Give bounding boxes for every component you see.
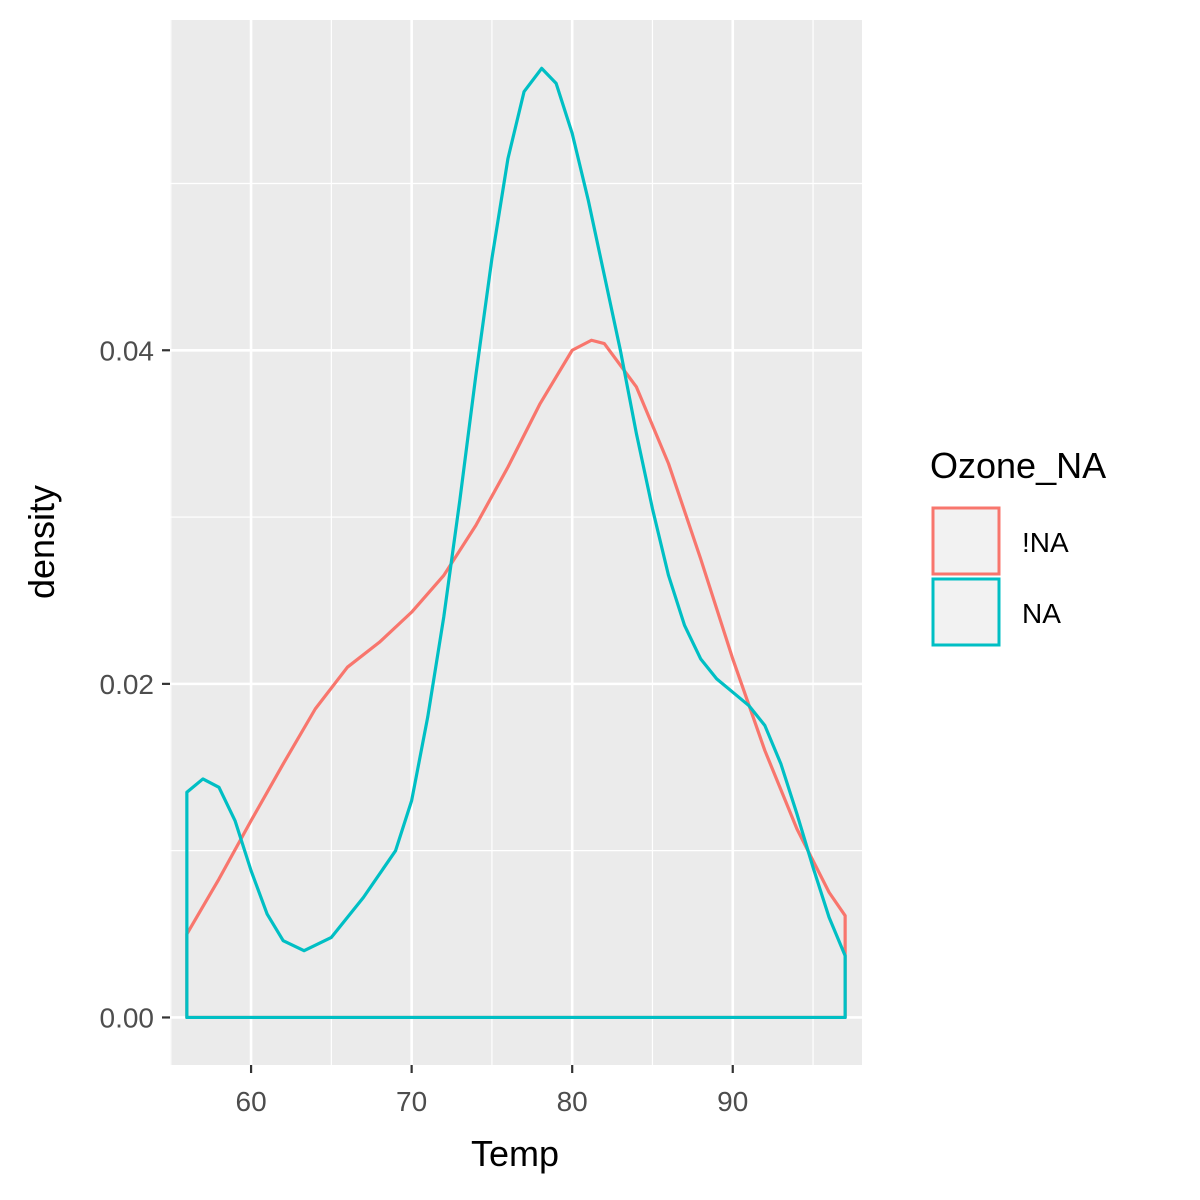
legend-item-!NA: !NA	[931, 506, 1069, 576]
y-tick-label: 0.02	[100, 669, 155, 700]
legend-label-NA: NA	[1022, 598, 1061, 629]
x-tick-label: 60	[236, 1086, 267, 1117]
legend-label-!NA: !NA	[1022, 527, 1069, 558]
y-axis-title: density	[21, 485, 62, 599]
legend-title: Ozone_NA	[930, 445, 1106, 486]
legend-key-NA	[931, 577, 1001, 647]
legend-item-NA: NA	[931, 577, 1061, 647]
density-line-NA	[185, 66, 847, 1020]
y-tick-label: 0.04	[100, 335, 155, 366]
density-line-!NA	[185, 338, 847, 1020]
legend-key-!NA	[931, 506, 1001, 576]
x-tick-label: 90	[717, 1086, 748, 1117]
x-tick-label: 80	[557, 1086, 588, 1117]
y-axis: 0.00 0.02 0.04	[100, 335, 170, 1033]
legend: Ozone_NA !NA NA	[930, 445, 1106, 647]
y-tick-label: 0.00	[100, 1002, 155, 1033]
panel-background	[170, 20, 862, 1065]
x-tick-label: 70	[396, 1086, 427, 1117]
series-layer	[185, 66, 847, 1020]
x-axis-title: Temp	[471, 1133, 559, 1174]
minor-gridlines	[170, 20, 862, 1065]
x-axis: 60 70 80 90	[236, 1065, 748, 1117]
